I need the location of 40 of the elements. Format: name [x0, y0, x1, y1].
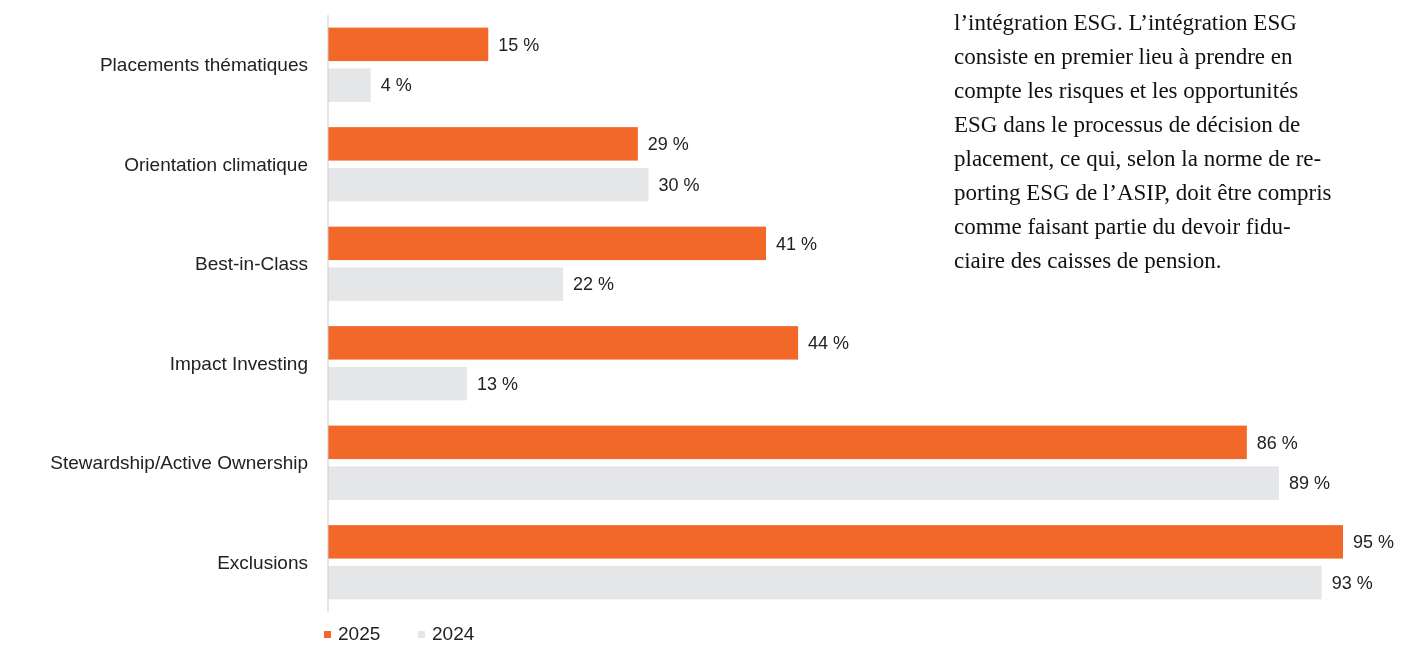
legend-label: 2024 — [432, 623, 475, 644]
bar — [328, 27, 489, 62]
bar — [328, 366, 467, 401]
data-label: 15 % — [498, 34, 540, 55]
data-label: 44 % — [808, 333, 850, 354]
data-label: 41 % — [776, 233, 818, 254]
data-label: 95 % — [1353, 532, 1395, 553]
data-label: 22 % — [573, 274, 615, 295]
y-tick-label: Best-in-Class — [195, 253, 308, 275]
annotation: ciaire des caisses de pension. — [954, 248, 1222, 273]
bar — [328, 525, 1343, 559]
annotation: comme faisant partie du devoir fidu- — [954, 214, 1291, 239]
bar — [328, 226, 767, 261]
annotation: placement, ce qui, selon la norme de re- — [954, 146, 1322, 171]
bar — [328, 425, 1247, 460]
annotation: l’intégration ESG. L’intégration ESG — [954, 10, 1297, 35]
y-tick-label: Impact Investing — [169, 352, 308, 374]
annotation: consiste en premier lieu à prendre en — [954, 44, 1293, 69]
y-tick-label: Exclusions — [217, 551, 308, 573]
data-label: 4 % — [380, 75, 412, 96]
y-tick-label: Orientation climatique — [124, 153, 308, 175]
data-label: 89 % — [1288, 473, 1330, 494]
legend-label: 2025 — [338, 623, 381, 644]
bar — [328, 326, 799, 360]
annotation: ESG dans le processus de décision de — [954, 112, 1301, 137]
bar — [328, 267, 564, 301]
data-label: 93 % — [1331, 572, 1373, 593]
bar — [328, 466, 1279, 500]
data-label: 86 % — [1256, 432, 1298, 453]
bar — [328, 167, 649, 202]
data-label: 30 % — [658, 174, 700, 195]
y-tick-label: Placements thématiques — [99, 54, 308, 76]
bar — [328, 68, 371, 102]
y-tick-label: Stewardship/Active Ownership — [50, 452, 308, 474]
bar — [328, 565, 1322, 600]
data-label: 13 % — [476, 373, 518, 394]
annotation: porting ESG de l’ASIP, doit être compris — [954, 180, 1332, 205]
data-label: 29 % — [647, 134, 689, 155]
annotation: compte les risques et les opportunités — [954, 78, 1299, 103]
bar — [328, 127, 638, 161]
